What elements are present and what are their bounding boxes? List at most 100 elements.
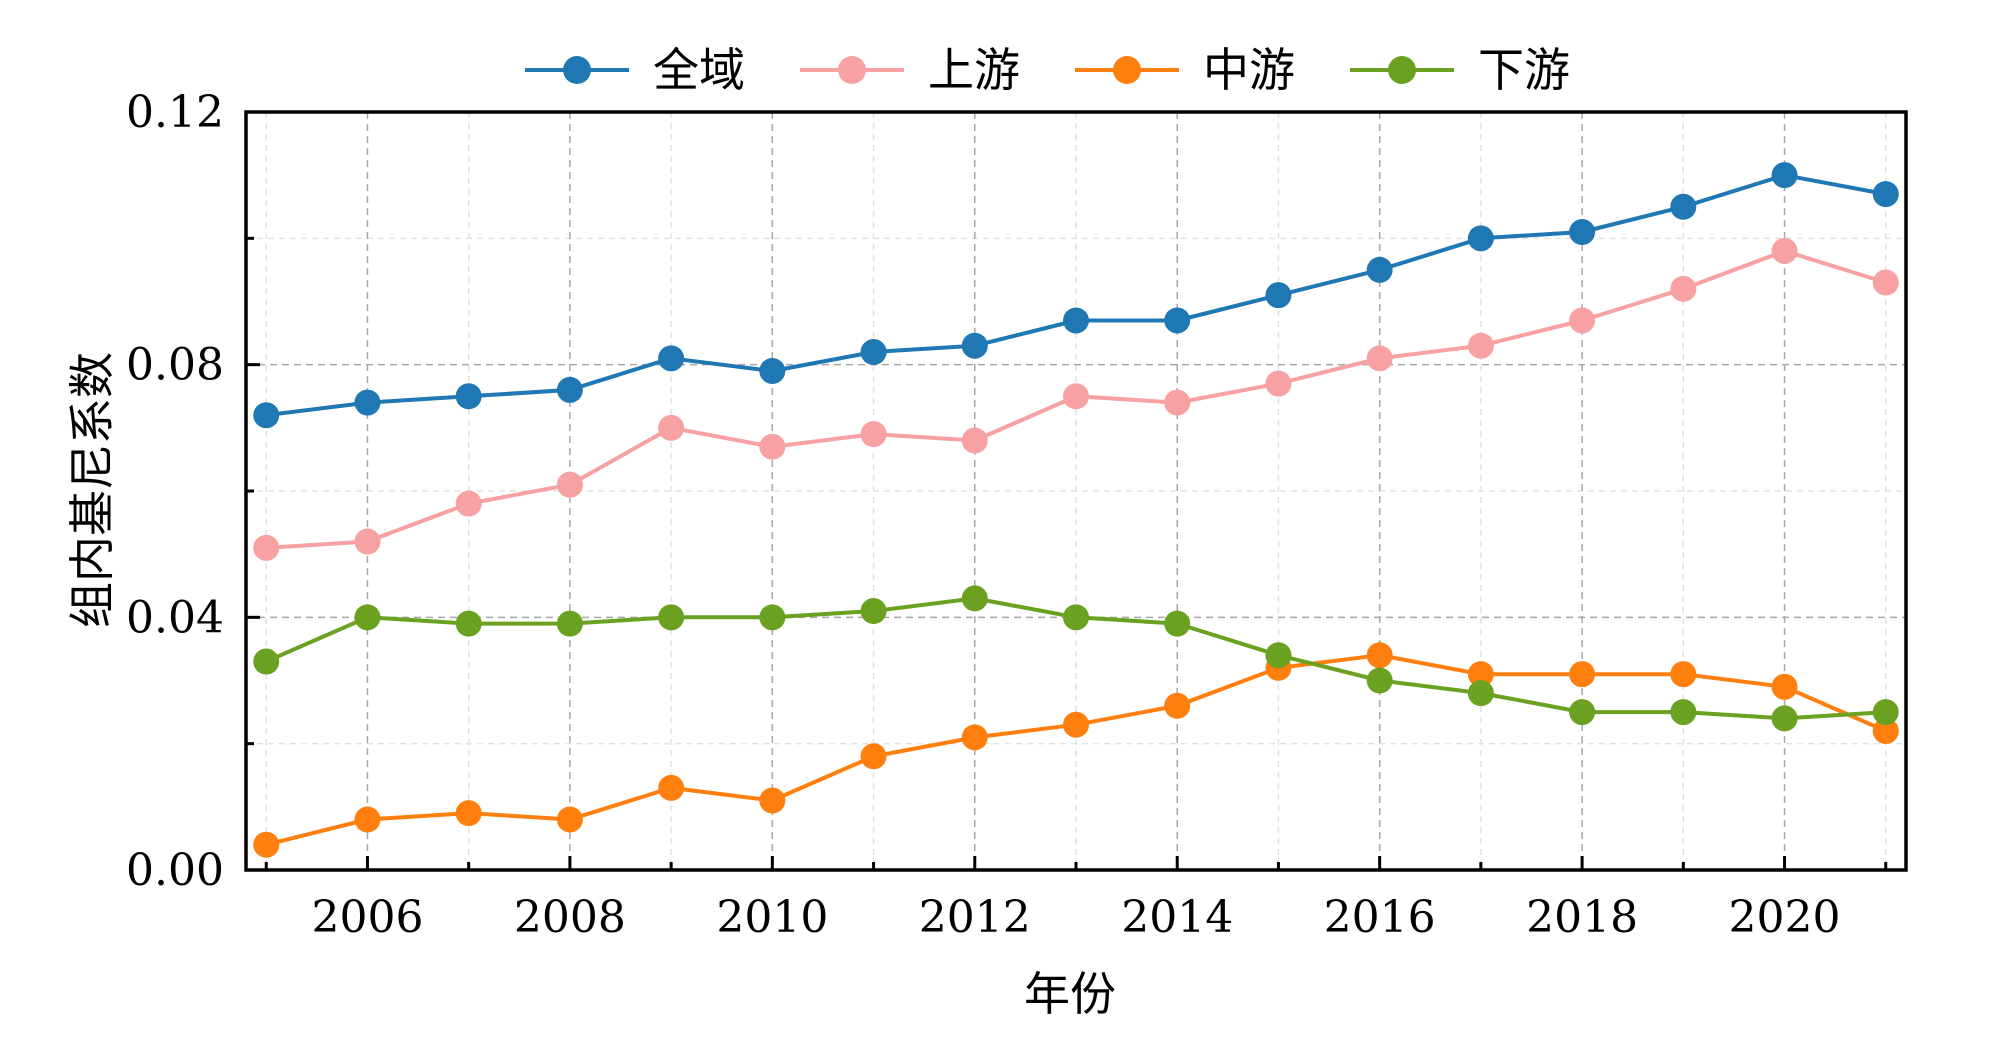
data-point (455, 610, 482, 637)
data-point (354, 806, 381, 833)
data-point (1164, 389, 1191, 416)
data-point (1366, 345, 1393, 372)
x-axis-title: 年份 (1024, 967, 1116, 1021)
data-point (1265, 642, 1292, 669)
legend-marker (1388, 56, 1416, 84)
data-point (253, 831, 280, 858)
legend-label: 下游 (1478, 43, 1570, 97)
data-point (354, 604, 381, 631)
x-tick-label: 2006 (311, 892, 423, 943)
data-point (1771, 162, 1798, 189)
data-point (1872, 181, 1899, 208)
data-point (354, 389, 381, 416)
data-point (1467, 680, 1494, 707)
x-tick-label: 2008 (514, 892, 626, 943)
data-point (1265, 370, 1292, 397)
data-point (1366, 256, 1393, 283)
x-tick-label: 2014 (1121, 892, 1233, 943)
data-point (1569, 307, 1596, 334)
data-point (556, 471, 583, 498)
data-point (1164, 692, 1191, 719)
data-point (860, 598, 887, 625)
x-tick-label: 2016 (1324, 892, 1436, 943)
x-tick-label: 2018 (1526, 892, 1638, 943)
data-point (759, 604, 786, 631)
y-tick-label: 0.12 (126, 87, 224, 138)
legend-item: 上游 (800, 43, 1020, 97)
data-point (1063, 604, 1089, 631)
data-point (1670, 275, 1697, 302)
data-point (556, 376, 583, 403)
data-point (961, 585, 988, 612)
data-point (860, 421, 887, 448)
data-point (759, 433, 786, 460)
series-下游 (253, 585, 1899, 732)
data-point (759, 357, 786, 384)
data-point (1771, 705, 1798, 732)
x-tick-label: 2012 (919, 892, 1031, 943)
data-point (455, 383, 482, 410)
y-axis-title: 组内基尼系数 (65, 352, 119, 628)
data-point (1063, 383, 1089, 410)
series-上游 (253, 237, 1899, 561)
data-point (658, 345, 685, 372)
data-point (354, 528, 381, 555)
data-point (658, 414, 685, 441)
data-point (1366, 667, 1393, 694)
legend-marker (838, 56, 866, 84)
axes: 2006 2008 2010 2012 2014 2016 2018 2020 0.00 0.04… (126, 87, 1908, 943)
data-point (860, 743, 887, 770)
data-point (658, 604, 685, 631)
x-tick-label: 2020 (1729, 892, 1841, 943)
legend-label: 全域 (653, 43, 745, 97)
data-point (1467, 661, 1494, 688)
legend-label: 上游 (928, 43, 1020, 97)
data-point (1771, 673, 1798, 700)
data-point (1670, 699, 1697, 726)
legend-item: 中游 (1075, 43, 1295, 97)
data-point (1771, 237, 1798, 264)
y-tick-label: 0.04 (126, 592, 224, 643)
data-point (658, 774, 685, 801)
data-point (961, 724, 988, 751)
legend-label: 中游 (1203, 43, 1295, 97)
x-tick-label: 2010 (716, 892, 828, 943)
data-point (1872, 718, 1899, 745)
grid (246, 112, 1906, 870)
series-group (253, 162, 1899, 858)
data-point (1569, 699, 1596, 726)
legend-item: 下游 (1350, 43, 1570, 97)
legend-marker (1113, 56, 1141, 84)
series-全域 (253, 162, 1899, 429)
data-point (860, 339, 887, 366)
legend-marker (563, 56, 591, 84)
y-tick-label: 0.00 (126, 845, 224, 896)
data-point (1467, 225, 1494, 252)
data-point (759, 787, 786, 814)
data-point (1164, 307, 1191, 334)
data-point (455, 490, 482, 517)
legend: 全域 上游 中游 下游 (525, 43, 1570, 97)
data-point (556, 610, 583, 637)
data-point (253, 402, 280, 429)
data-point (1265, 282, 1292, 309)
data-point (1670, 661, 1697, 688)
data-point (1670, 193, 1697, 220)
data-point (1467, 332, 1494, 359)
data-point (1063, 307, 1089, 334)
data-point (961, 427, 988, 454)
data-point (1366, 642, 1393, 669)
data-point (253, 648, 280, 675)
data-point (455, 800, 482, 827)
data-point (1872, 269, 1899, 296)
data-point (961, 332, 988, 359)
data-point (1063, 711, 1089, 738)
legend-item: 全域 (525, 43, 745, 97)
data-point (1872, 699, 1899, 726)
data-point (253, 534, 280, 561)
data-point (556, 806, 583, 833)
data-point (1569, 219, 1596, 246)
data-point (1569, 661, 1596, 688)
